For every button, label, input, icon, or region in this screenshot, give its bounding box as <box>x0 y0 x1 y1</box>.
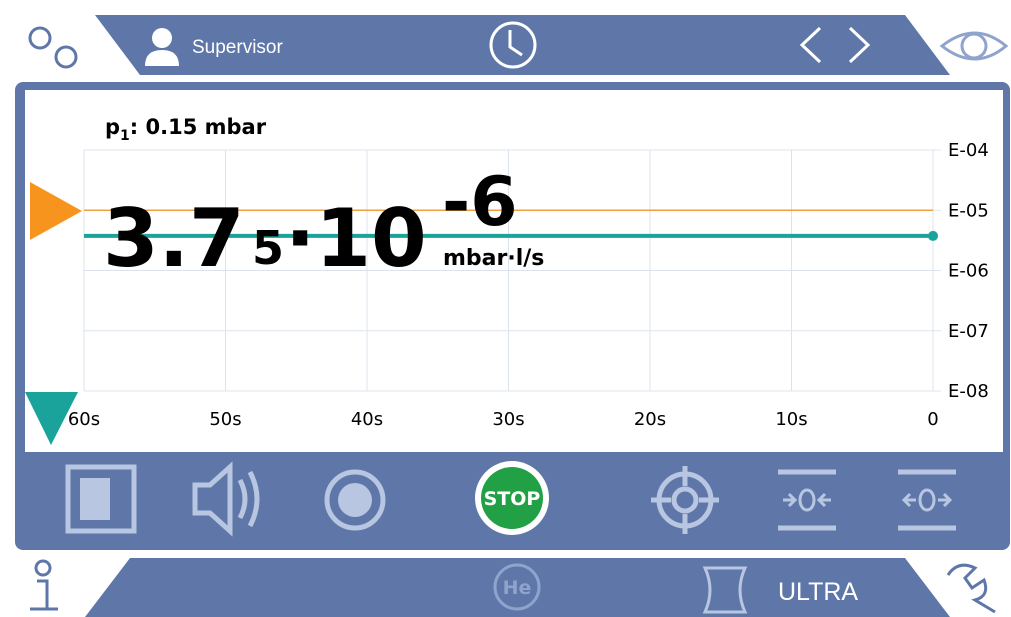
y-tick-label: E-05 <box>948 200 989 221</box>
settings-icon[interactable] <box>28 26 78 69</box>
scale-marker[interactable] <box>25 392 78 445</box>
pressure-text: : 0.15 mbar <box>130 115 267 139</box>
header-bar <box>95 15 950 75</box>
x-tick-label: 30s <box>492 409 524 430</box>
y-tick-label: E-04 <box>948 140 989 161</box>
unit: mbar·l/s <box>443 246 544 271</box>
gas-icon[interactable] <box>493 563 541 611</box>
zero-button[interactable] <box>778 469 836 531</box>
x-tick-label: 20s <box>634 409 666 430</box>
y-tick-label: E-08 <box>948 381 989 402</box>
current-point <box>928 230 938 241</box>
target-button[interactable] <box>651 466 719 534</box>
exponent: -6 <box>442 163 518 242</box>
user-name[interactable]: Supervisor <box>192 37 283 58</box>
stop-button[interactable] <box>481 467 543 529</box>
pressure-reading: p1: 0.15 mbar <box>105 115 267 144</box>
x-tick-label: 10s <box>775 409 807 430</box>
stop-label[interactable]: STOP <box>484 488 541 510</box>
toolbar: STOP <box>65 461 956 537</box>
leak-rate: 3.7 5 ·10 -6 mbar·l/s <box>103 163 544 285</box>
pressure-symbol: p <box>105 115 120 139</box>
clock-icon[interactable] <box>489 21 537 69</box>
nav-arrows[interactable] <box>799 26 871 64</box>
x-tick-label: 40s <box>351 409 383 430</box>
threshold-marker[interactable] <box>30 182 82 240</box>
display-button[interactable] <box>65 464 137 534</box>
x-tick-label: 0 <box>927 409 938 430</box>
footer-bar <box>85 558 950 617</box>
mantissa: 3.7 <box>103 192 245 285</box>
trend-chart: 60s 50s 40s 30s 20s 10s 0 E-04 E-05 E-06 E-07 E-08 <box>68 140 989 430</box>
x-tick-label: 60s <box>68 409 100 430</box>
volume-button[interactable] <box>192 461 260 537</box>
wrench-icon[interactable] <box>946 563 996 614</box>
info-icon[interactable] <box>30 559 58 611</box>
gas-label[interactable]: He <box>503 577 532 599</box>
mode-label[interactable]: ULTRA <box>778 578 858 606</box>
record-button[interactable] <box>324 469 386 531</box>
base: ·10 <box>285 192 427 285</box>
mode-icon <box>702 566 748 614</box>
pressure-subscript: 1 <box>120 128 130 144</box>
eye-icon[interactable] <box>939 31 1009 61</box>
mantissa-digit: 5 <box>252 221 284 275</box>
y-tick-label: E-07 <box>948 321 989 342</box>
unzero-button[interactable] <box>898 469 956 531</box>
x-tick-label: 50s <box>209 409 241 430</box>
user-icon <box>145 28 179 66</box>
y-tick-label: E-06 <box>948 261 989 282</box>
